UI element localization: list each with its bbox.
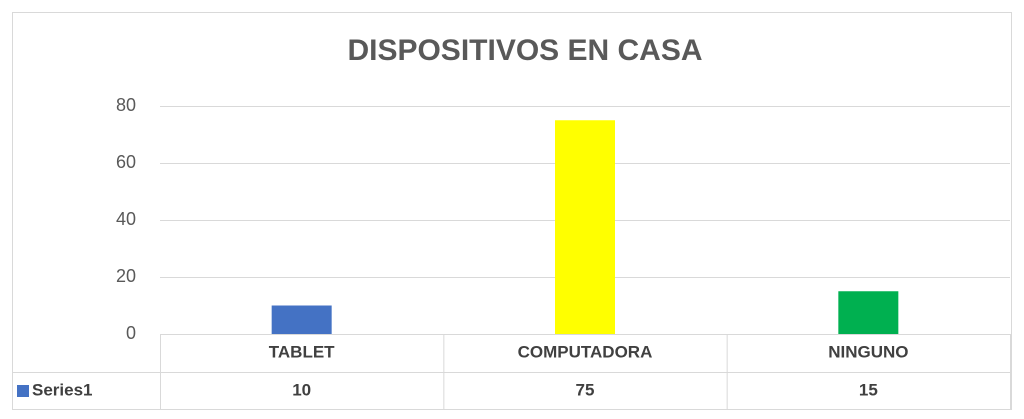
table-value: 10	[292, 380, 311, 399]
chart-title: DISPOSITIVOS EN CASA	[347, 34, 702, 67]
x-tick-label: COMPUTADORA	[518, 342, 653, 361]
y-tick-label: 0	[126, 323, 136, 343]
y-tick-label: 80	[116, 95, 136, 115]
legend-key	[17, 385, 29, 397]
y-tick-label: 40	[116, 209, 136, 229]
chart-border	[12, 12, 1012, 410]
table-value: 75	[576, 380, 595, 399]
bar	[271, 305, 332, 334]
x-tick-label: NINGUNO	[828, 342, 908, 361]
table-value: 15	[859, 380, 878, 399]
legend-label: Series1	[32, 380, 93, 399]
bar	[555, 120, 615, 334]
x-tick-label: TABLET	[269, 342, 335, 361]
y-tick-label: 60	[116, 152, 136, 172]
bar	[838, 291, 899, 334]
y-tick-label: 20	[116, 266, 136, 286]
